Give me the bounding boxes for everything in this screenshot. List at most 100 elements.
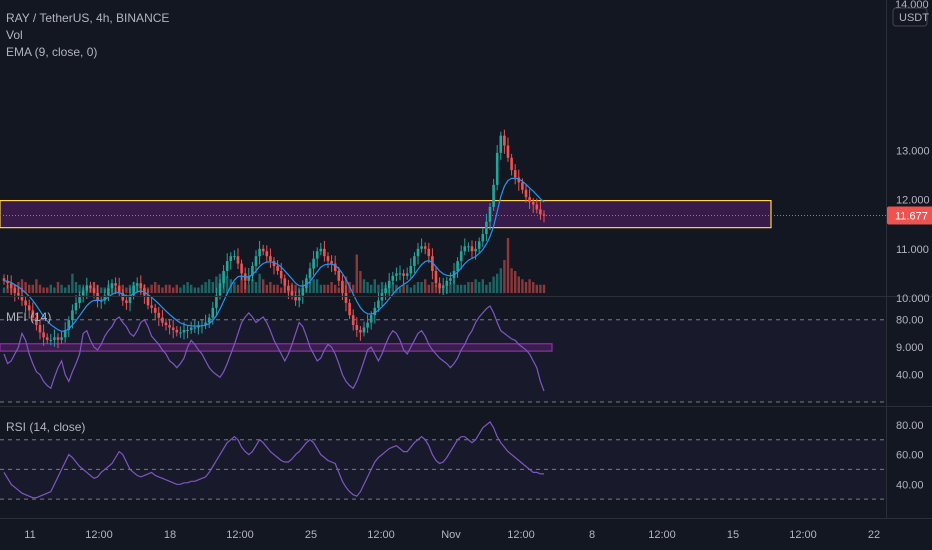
candle[interactable] xyxy=(251,266,254,276)
candle[interactable] xyxy=(222,270,225,284)
candle[interactable] xyxy=(474,248,477,252)
candle[interactable] xyxy=(53,337,56,340)
candle[interactable] xyxy=(74,302,78,311)
candle[interactable] xyxy=(272,261,276,267)
candle[interactable] xyxy=(369,315,373,323)
candle[interactable] xyxy=(132,285,135,296)
candle[interactable] xyxy=(416,248,420,257)
candle[interactable] xyxy=(276,266,279,271)
candle[interactable] xyxy=(193,327,197,329)
candle[interactable] xyxy=(9,283,13,289)
candle[interactable] xyxy=(17,293,20,296)
candle[interactable] xyxy=(107,288,110,296)
candle[interactable] xyxy=(373,307,377,316)
candle[interactable] xyxy=(510,157,513,171)
mfi-pane[interactable] xyxy=(0,305,886,403)
candle[interactable] xyxy=(398,273,402,275)
candle[interactable] xyxy=(434,270,438,284)
candle[interactable] xyxy=(391,275,395,281)
candle[interactable] xyxy=(312,258,315,269)
candle[interactable] xyxy=(445,280,449,286)
price-pane[interactable] xyxy=(0,129,886,352)
candle[interactable] xyxy=(344,293,348,303)
candle[interactable] xyxy=(463,246,467,252)
candle[interactable] xyxy=(395,273,398,276)
candle[interactable] xyxy=(499,135,503,153)
candle[interactable] xyxy=(171,327,175,330)
candle[interactable] xyxy=(189,327,193,330)
candle[interactable] xyxy=(517,177,521,183)
candle[interactable] xyxy=(247,275,251,281)
candle[interactable] xyxy=(528,197,531,203)
candle[interactable] xyxy=(405,273,409,276)
candle[interactable] xyxy=(114,283,117,286)
candle[interactable] xyxy=(531,202,535,205)
candle[interactable] xyxy=(290,290,294,296)
candle[interactable] xyxy=(218,283,222,296)
candle[interactable] xyxy=(103,295,107,301)
candle[interactable] xyxy=(153,307,157,313)
candle[interactable] xyxy=(481,234,485,242)
candle[interactable] xyxy=(283,278,287,286)
candle[interactable] xyxy=(341,280,344,294)
candle[interactable] xyxy=(387,280,391,289)
candle[interactable] xyxy=(441,285,445,289)
candle[interactable] xyxy=(503,135,506,146)
candle[interactable] xyxy=(337,270,341,281)
candle[interactable] xyxy=(420,246,423,249)
rsi-legend[interactable]: RSI (14, close) xyxy=(6,419,85,436)
mfi-legend[interactable]: MFI (14) xyxy=(6,309,51,326)
candle[interactable] xyxy=(269,256,272,262)
candle[interactable] xyxy=(38,325,42,333)
candle[interactable] xyxy=(413,256,416,267)
candle[interactable] xyxy=(204,322,207,326)
candle[interactable] xyxy=(470,246,474,252)
candle[interactable] xyxy=(326,256,330,262)
candle[interactable] xyxy=(459,251,463,262)
candle[interactable] xyxy=(85,285,89,291)
symbol-title[interactable]: RAY / TetherUS, 4h, BINANCE xyxy=(6,11,170,25)
candle[interactable] xyxy=(308,268,312,279)
candle[interactable] xyxy=(513,170,517,178)
candle[interactable] xyxy=(110,283,114,289)
vol-indicator-label[interactable]: Vol xyxy=(6,28,23,42)
candle[interactable] xyxy=(157,312,161,318)
candle[interactable] xyxy=(297,295,301,301)
candle[interactable] xyxy=(117,285,121,294)
candle[interactable] xyxy=(20,295,24,301)
candle[interactable] xyxy=(319,248,323,252)
candle[interactable] xyxy=(78,295,81,303)
candle[interactable] xyxy=(146,295,150,306)
candle[interactable] xyxy=(63,329,67,338)
candle[interactable] xyxy=(225,261,229,271)
ema-indicator-label[interactable]: EMA (9, close, 0) xyxy=(6,45,98,59)
mfi-line[interactable] xyxy=(3,305,545,392)
candle[interactable] xyxy=(128,295,132,303)
candle[interactable] xyxy=(438,283,441,289)
candle[interactable] xyxy=(2,278,6,281)
candle[interactable] xyxy=(456,261,459,271)
candle[interactable] xyxy=(409,266,413,274)
candle[interactable] xyxy=(179,332,182,334)
candle[interactable] xyxy=(323,248,326,257)
candle[interactable] xyxy=(236,256,240,264)
candle[interactable] xyxy=(359,329,362,333)
candle[interactable] xyxy=(265,251,269,257)
candle[interactable] xyxy=(71,310,74,321)
candle[interactable] xyxy=(449,278,452,281)
candle[interactable] xyxy=(402,273,405,276)
candle[interactable] xyxy=(485,221,488,235)
candle[interactable] xyxy=(215,295,218,308)
candle[interactable] xyxy=(539,209,542,215)
candle[interactable] xyxy=(175,329,179,333)
candle[interactable] xyxy=(355,325,359,330)
candle[interactable] xyxy=(254,256,258,267)
candle[interactable] xyxy=(261,248,265,252)
candle[interactable] xyxy=(258,248,261,257)
rsi-line[interactable] xyxy=(3,420,544,499)
candle[interactable] xyxy=(542,214,546,216)
currency-badge[interactable] xyxy=(892,7,928,27)
rsi-pane[interactable] xyxy=(0,420,886,500)
candle[interactable] xyxy=(315,251,319,259)
